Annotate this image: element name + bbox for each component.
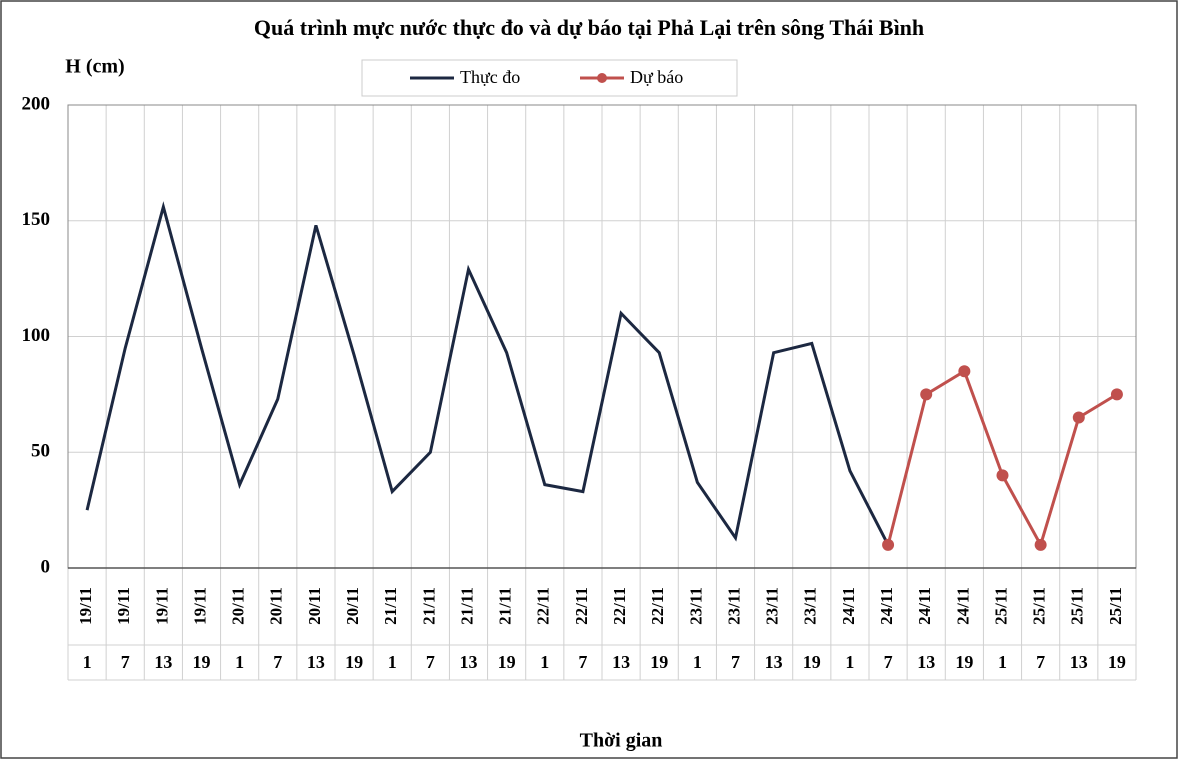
x-tick-hour: 7 bbox=[1036, 652, 1045, 672]
x-tick-date: 22/11 bbox=[648, 587, 667, 625]
point-marker bbox=[996, 469, 1009, 482]
x-tick-hour: 1 bbox=[540, 652, 549, 672]
x-tick-date: 20/11 bbox=[343, 587, 362, 625]
x-tick-hour: 19 bbox=[955, 652, 973, 672]
point-marker bbox=[882, 538, 895, 551]
legend-label: Dự báo bbox=[630, 67, 683, 87]
x-tick-date: 20/11 bbox=[267, 587, 286, 625]
point-marker bbox=[920, 388, 933, 401]
x-tick-date: 21/11 bbox=[457, 587, 476, 625]
y-tick-label: 200 bbox=[22, 93, 51, 114]
series-line bbox=[85, 201, 890, 546]
x-tick-hour: 13 bbox=[917, 652, 935, 672]
x-tick-hour: 13 bbox=[1070, 652, 1088, 672]
x-tick-hour: 1 bbox=[998, 652, 1007, 672]
x-axis-label: Thời gian bbox=[580, 730, 663, 752]
point-marker bbox=[1072, 411, 1085, 424]
x-tick-hour: 13 bbox=[307, 652, 325, 672]
x-tick-date: 19/11 bbox=[114, 587, 133, 625]
x-tick-date: 22/11 bbox=[610, 587, 629, 625]
x-tick-date: 25/11 bbox=[1030, 587, 1049, 625]
x-tick-date: 20/11 bbox=[305, 587, 324, 625]
x-tick-hour: 7 bbox=[121, 652, 130, 672]
x-tick-date: 21/11 bbox=[419, 587, 438, 625]
x-tick-hour: 13 bbox=[460, 652, 478, 672]
x-tick-date: 23/11 bbox=[724, 587, 743, 625]
x-tick-date: 24/11 bbox=[839, 587, 858, 625]
y-tick-label: 50 bbox=[31, 441, 50, 462]
x-tick-date: 24/11 bbox=[953, 587, 972, 625]
y-axis-label: H (cm) bbox=[65, 56, 124, 78]
point-marker bbox=[1110, 388, 1123, 401]
x-tick-hour: 13 bbox=[154, 652, 172, 672]
point-marker bbox=[958, 365, 971, 378]
x-tick-hour: 7 bbox=[731, 652, 740, 672]
y-tick-label: 100 bbox=[22, 325, 51, 346]
x-tick-hour: 19 bbox=[345, 652, 363, 672]
x-tick-hour: 7 bbox=[578, 652, 587, 672]
x-tick-hour: 1 bbox=[845, 652, 854, 672]
x-tick-hour: 1 bbox=[693, 652, 702, 672]
y-tick-label: 150 bbox=[22, 209, 51, 230]
x-tick-hour: 7 bbox=[884, 652, 893, 672]
legend-label: Thực đo bbox=[460, 67, 520, 87]
point-marker bbox=[1034, 538, 1047, 551]
x-tick-hour: 7 bbox=[273, 652, 282, 672]
x-tick-date: 23/11 bbox=[763, 587, 782, 625]
x-tick-date: 23/11 bbox=[686, 587, 705, 625]
x-tick-hour: 7 bbox=[426, 652, 435, 672]
x-tick-date: 21/11 bbox=[496, 587, 515, 625]
x-tick-hour: 13 bbox=[612, 652, 630, 672]
x-tick-date: 24/11 bbox=[877, 587, 896, 625]
y-tick-label: 0 bbox=[41, 556, 51, 577]
x-tick-date: 19/11 bbox=[190, 587, 209, 625]
x-tick-hour: 19 bbox=[650, 652, 668, 672]
x-tick-hour: 1 bbox=[235, 652, 244, 672]
legend-marker bbox=[597, 73, 607, 83]
x-tick-hour: 19 bbox=[193, 652, 211, 672]
x-tick-date: 19/11 bbox=[76, 587, 95, 625]
x-tick-date: 19/11 bbox=[152, 587, 171, 625]
x-tick-date: 22/11 bbox=[572, 587, 591, 625]
chart-title: Quá trình mực nước thực đo và dự báo tại… bbox=[254, 15, 924, 40]
x-tick-date: 25/11 bbox=[1106, 587, 1125, 625]
x-tick-date: 20/11 bbox=[229, 587, 248, 625]
x-tick-date: 25/11 bbox=[1068, 587, 1087, 625]
x-tick-date: 22/11 bbox=[534, 587, 553, 625]
x-tick-hour: 1 bbox=[83, 652, 92, 672]
x-tick-date: 25/11 bbox=[991, 587, 1010, 625]
x-tick-date: 21/11 bbox=[381, 587, 400, 625]
x-tick-hour: 19 bbox=[1108, 652, 1126, 672]
x-tick-hour: 13 bbox=[765, 652, 783, 672]
x-tick-date: 24/11 bbox=[915, 587, 934, 625]
x-tick-hour: 1 bbox=[388, 652, 397, 672]
x-tick-date: 23/11 bbox=[801, 587, 820, 625]
x-tick-hour: 19 bbox=[498, 652, 516, 672]
x-tick-hour: 19 bbox=[803, 652, 821, 672]
